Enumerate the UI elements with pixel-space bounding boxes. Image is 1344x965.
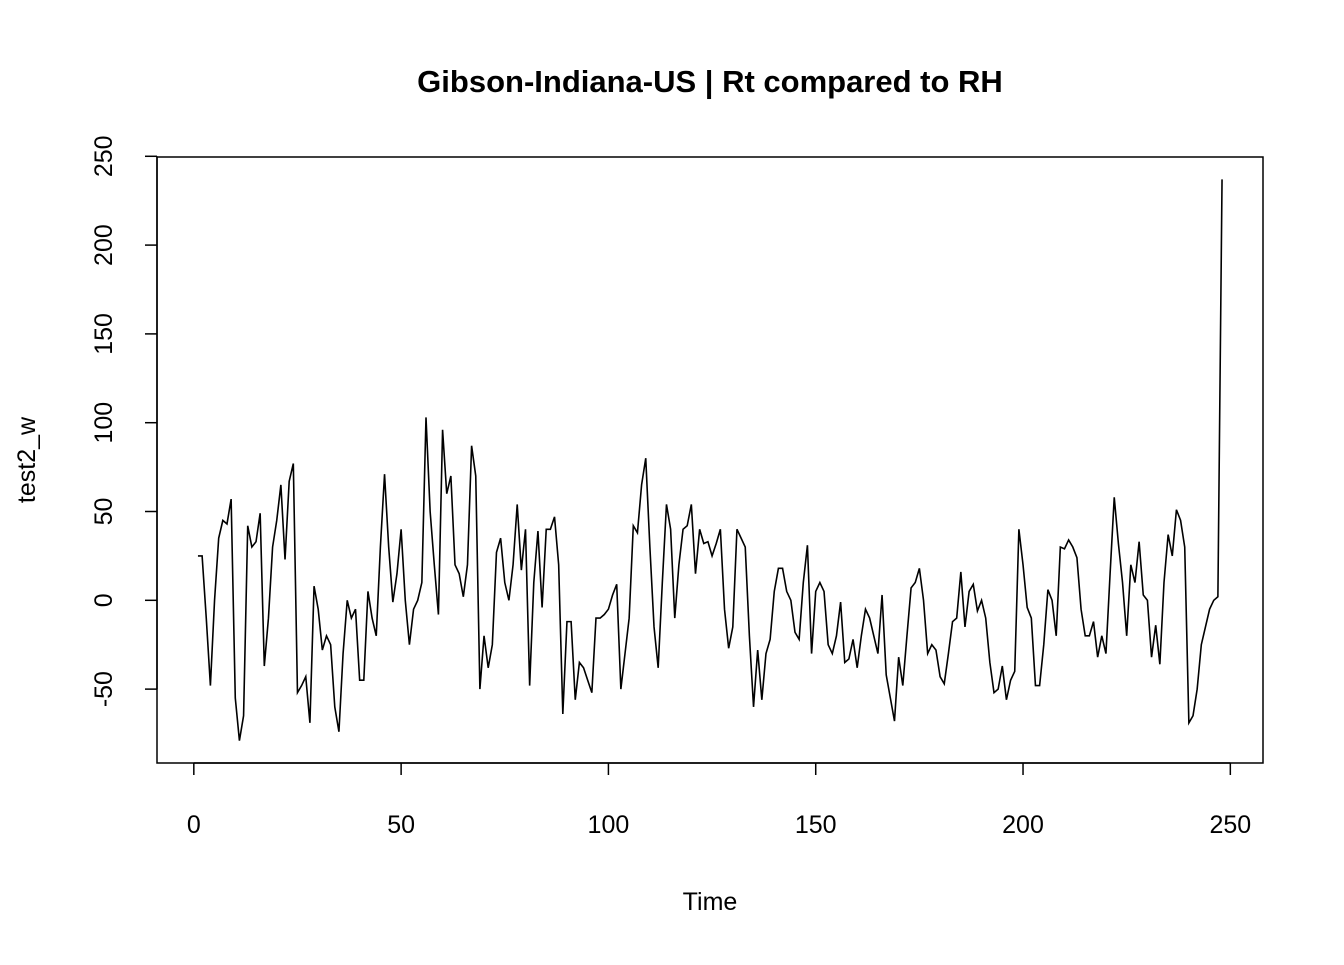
- x-tick-label: 250: [1209, 811, 1251, 839]
- chart-title: Gibson-Indiana-US | Rt compared to RH: [417, 64, 1003, 99]
- x-tick-label: 50: [387, 811, 415, 839]
- y-tick-label: 200: [90, 224, 118, 266]
- x-axis-label: Time: [683, 888, 738, 916]
- y-tick-label: 0: [90, 593, 118, 607]
- y-axis-label: test2_w: [13, 416, 41, 503]
- series-line: [197, 179, 1223, 741]
- y-tick-label: 150: [90, 313, 118, 355]
- x-tick-label: 0: [187, 811, 201, 839]
- y-tick-label: 100: [90, 402, 118, 444]
- x-tick-label: 200: [1002, 811, 1044, 839]
- y-tick-label: 250: [90, 135, 118, 177]
- x-tick-label: 100: [588, 811, 630, 839]
- y-tick-label: 50: [90, 498, 118, 526]
- x-tick-label: 150: [795, 811, 837, 839]
- y-tick-label: -50: [90, 671, 118, 707]
